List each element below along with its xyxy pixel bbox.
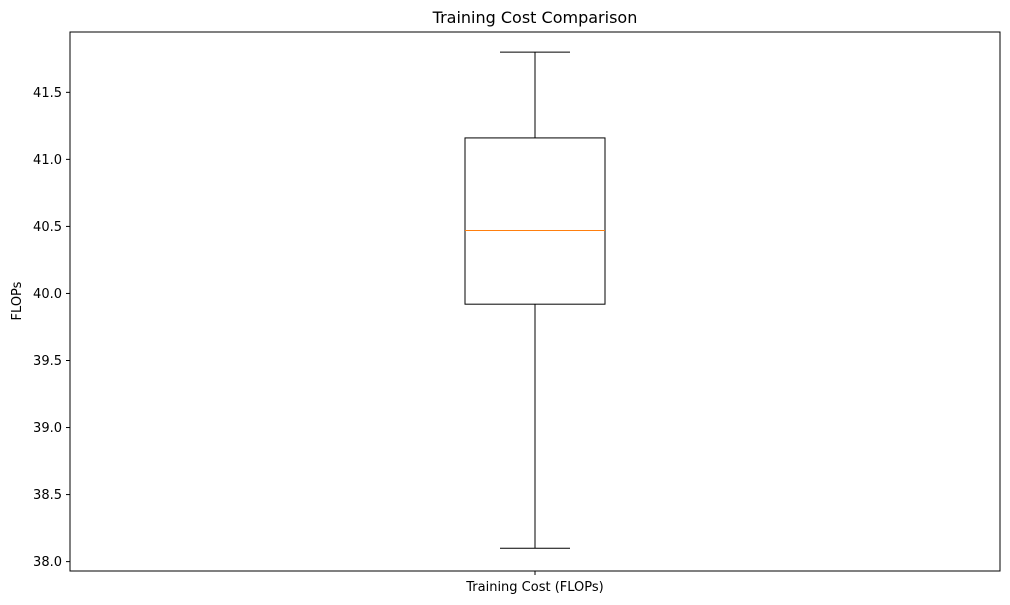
boxplot-group: [464, 51, 606, 549]
y-tick-label: 39.0: [33, 421, 62, 436]
chart-title: Training Cost Comparison: [432, 8, 638, 27]
x-axis-ticks: Training Cost (FLOPs): [465, 571, 604, 595]
y-tick-label: 40.5: [33, 220, 62, 235]
y-tick-label: 38.5: [33, 488, 62, 503]
interquartile-box: [464, 137, 606, 305]
y-tick-label: 41.5: [33, 86, 62, 101]
y-tick-label: 40.0: [33, 287, 62, 302]
y-axis-label: FLOPs: [10, 281, 25, 320]
y-tick-label: 41.0: [33, 153, 62, 168]
x-tick-label: Training Cost (FLOPs): [465, 580, 603, 595]
y-tick-label: 39.5: [33, 354, 62, 369]
y-axis-ticks: 38.0 38.5 39.0 39.5 40.0 40.5 41.0 41.5: [33, 86, 70, 570]
y-tick-label: 38.0: [33, 555, 62, 570]
plot-frame: [69, 31, 1001, 572]
